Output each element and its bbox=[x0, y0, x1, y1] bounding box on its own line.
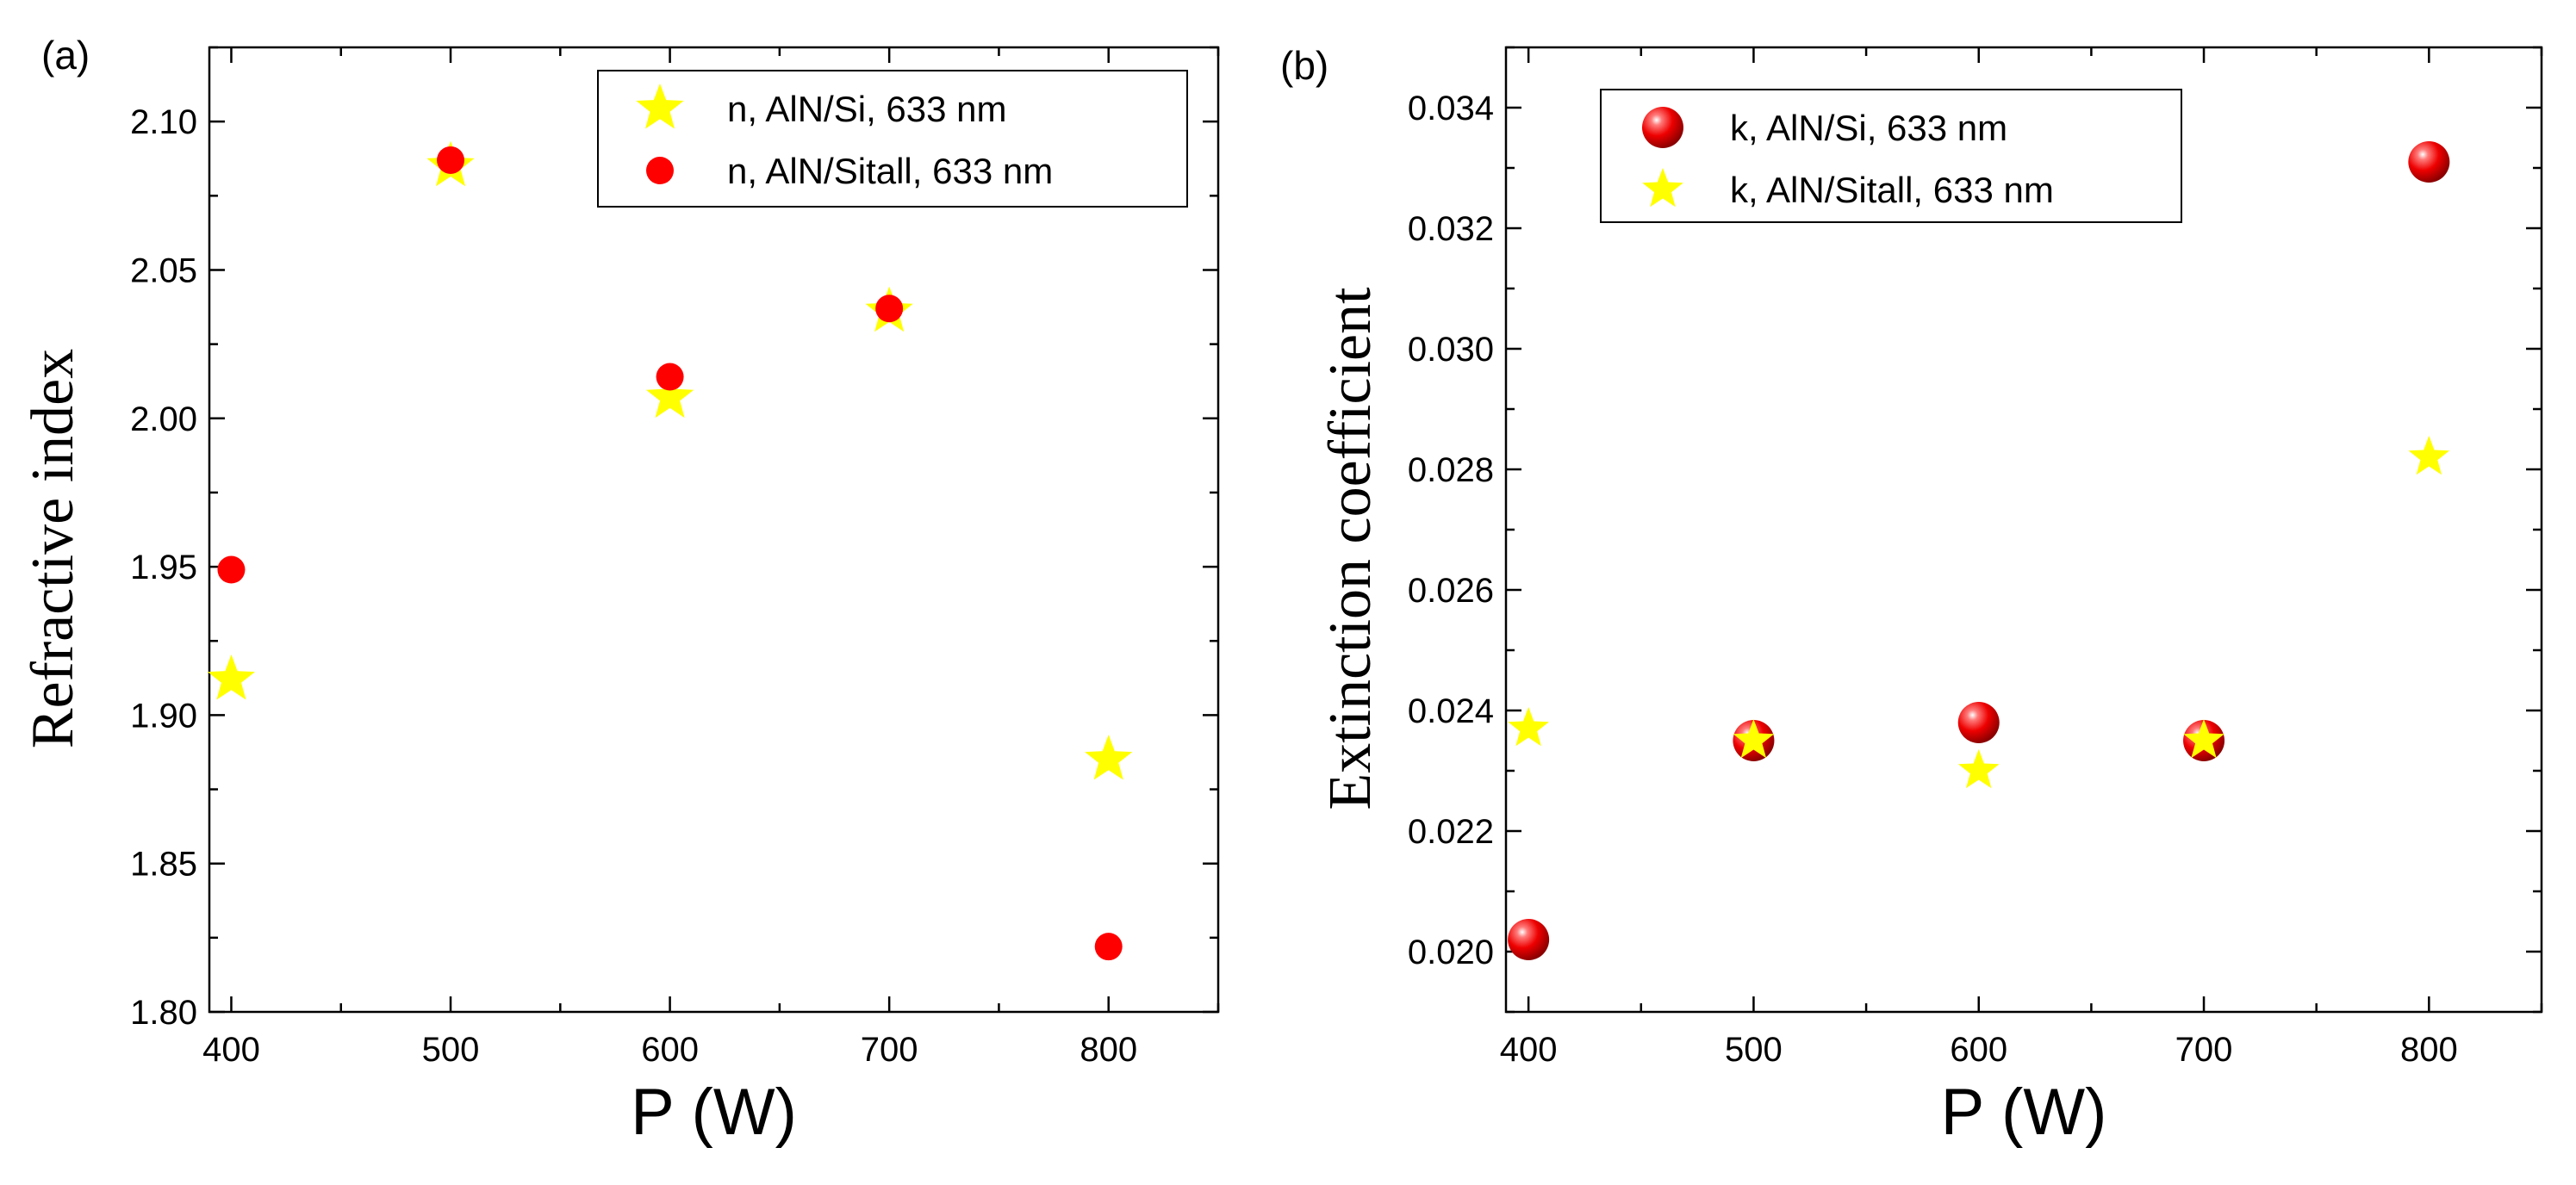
data-point bbox=[656, 363, 684, 391]
legend: n, AlN/Si, 633 nm n, AlN/Sitall, 633 nm bbox=[597, 70, 1188, 208]
legend: k, AlN/Si, 633 nm k, AlN/Sitall, 633 nm bbox=[1600, 89, 2182, 223]
data-point bbox=[646, 372, 694, 419]
series-1 bbox=[207, 140, 1133, 780]
panel-a: (a) 400 500 600 700 800 1.80 1.85 1.90 1.95 2.00 2.… bbox=[20, 33, 1220, 1149]
y-tick-label: 0.024 bbox=[1408, 692, 1494, 730]
data-point bbox=[207, 655, 255, 700]
y-tick-label: 0.032 bbox=[1408, 210, 1494, 248]
legend-box bbox=[1600, 89, 2182, 223]
y-tick-label: 1.95 bbox=[130, 549, 197, 586]
data-point bbox=[2408, 436, 2450, 475]
data-point bbox=[1733, 719, 1775, 759]
data-point bbox=[875, 295, 904, 323]
x-tick-label: 800 bbox=[2400, 1031, 2458, 1069]
data-point bbox=[2408, 141, 2450, 183]
legend-item: n, AlN/Sitall, 633 nm bbox=[646, 151, 1053, 191]
data-point bbox=[437, 146, 465, 174]
y-tick-label: 0.026 bbox=[1408, 572, 1494, 610]
x-axis-label: P (W) bbox=[631, 1076, 797, 1149]
panel-b: (b) 400 500 600 700 800 0.020 0.022 0.024 0.026 0.… bbox=[1280, 43, 2543, 1149]
y-tick-label: 0.020 bbox=[1408, 934, 1494, 971]
legend-marker bbox=[646, 157, 674, 184]
data-point bbox=[1508, 707, 1549, 747]
x-tick-label: 400 bbox=[1500, 1031, 1558, 1069]
data-point bbox=[2183, 719, 2224, 759]
legend-label: n, AlN/Si, 633 nm bbox=[727, 89, 1007, 129]
legend-label: n, AlN/Sitall, 633 nm bbox=[727, 151, 1053, 191]
y-axis-label: Extinction coefficient bbox=[1317, 287, 1384, 810]
legend-item: k, AlN/Si, 633 nm bbox=[1642, 107, 2007, 148]
plot-frame bbox=[208, 46, 1220, 1014]
x-tick-label: 800 bbox=[1080, 1031, 1137, 1069]
legend-label: k, AlN/Si, 633 nm bbox=[1730, 108, 2007, 148]
x-tick-label: 600 bbox=[641, 1031, 699, 1069]
data-point bbox=[1094, 933, 1123, 961]
y-tick-label: 2.00 bbox=[130, 400, 197, 438]
legend-marker bbox=[1642, 107, 1683, 148]
y-tick-label: 0.022 bbox=[1408, 813, 1494, 851]
y-axis-label: Refractive index bbox=[20, 349, 86, 749]
legend-item: n, AlN/Si, 633 nm bbox=[636, 84, 1007, 129]
panel-label: (b) bbox=[1280, 43, 1328, 88]
series-2 bbox=[217, 146, 1123, 961]
y-tick-label: 0.030 bbox=[1408, 331, 1494, 369]
series-2 bbox=[1508, 436, 2450, 789]
x-tick-label: 500 bbox=[422, 1031, 480, 1069]
x-tick-label: 400 bbox=[202, 1031, 260, 1069]
y-tick-label: 1.90 bbox=[130, 697, 197, 735]
y-tick-label: 0.028 bbox=[1408, 451, 1494, 489]
data-point bbox=[1957, 702, 2000, 743]
x-tick-label: 700 bbox=[2175, 1031, 2233, 1069]
y-tick-label: 1.85 bbox=[130, 846, 197, 884]
legend-box bbox=[597, 70, 1188, 208]
x-tick-label: 700 bbox=[861, 1031, 918, 1069]
y-tick-label: 2.10 bbox=[130, 103, 197, 141]
y-tick-label: 0.034 bbox=[1408, 90, 1494, 127]
data-point bbox=[1958, 749, 2000, 789]
data-point bbox=[1085, 735, 1133, 780]
legend-marker bbox=[636, 84, 684, 129]
data-point bbox=[1508, 919, 1550, 960]
legend-item: k, AlN/Sitall, 633 nm bbox=[1642, 168, 2054, 210]
legend-label: k, AlN/Sitall, 633 nm bbox=[1730, 170, 2054, 210]
series-1 bbox=[1508, 141, 2450, 960]
x-tick-label: 500 bbox=[1725, 1031, 1783, 1069]
legend-marker bbox=[1642, 168, 1683, 208]
y-tick-label: 1.80 bbox=[130, 994, 197, 1032]
data-point bbox=[217, 555, 246, 584]
panel-label: (a) bbox=[41, 33, 90, 78]
x-axis-label: P (W) bbox=[1941, 1076, 2107, 1149]
x-tick-label: 600 bbox=[1950, 1031, 2007, 1069]
y-tick-label: 2.05 bbox=[130, 251, 197, 289]
